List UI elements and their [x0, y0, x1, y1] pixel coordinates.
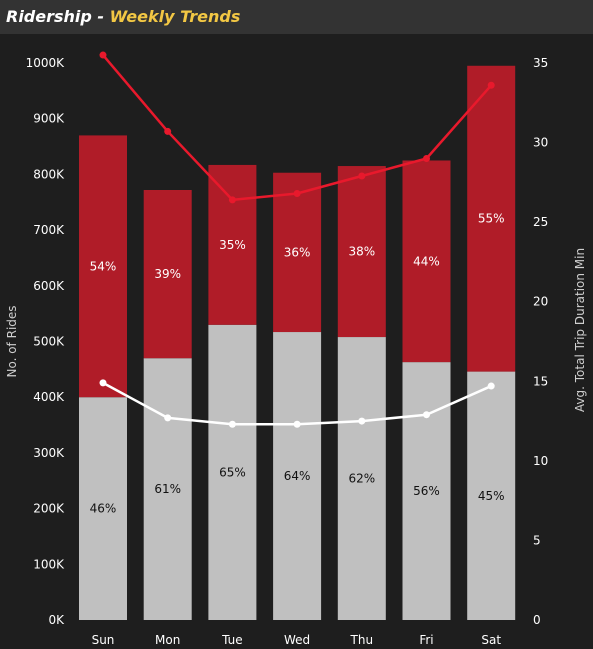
y2-axis-title: Avg. Total Trip Duration Min [573, 248, 587, 412]
y-tick-label: 500K [33, 335, 65, 349]
chart-title-main: Ridership - [6, 7, 110, 26]
line-point-2-tue [228, 420, 236, 428]
bar-thu-segment-1 [337, 337, 386, 620]
line-point-2-fri [423, 411, 430, 419]
y-tick-label: 800K [33, 167, 65, 181]
y-tick-label: 600K [33, 279, 65, 293]
y-tick-label: 1000K [26, 56, 66, 70]
line-point-2-sat [487, 382, 495, 390]
x-tick-label-fri: Fri [419, 633, 433, 647]
y2-tick-label: 20 [533, 295, 548, 309]
bar-sat-segment-2 [467, 65, 516, 372]
line-point-2-mon [164, 414, 172, 422]
bar-wed-segment-1 [273, 332, 322, 620]
line-point-2-sun [99, 379, 107, 387]
y2-tick-label: 10 [533, 454, 548, 468]
x-tick-label-sat: Sat [481, 633, 501, 647]
line-point-1-sun [99, 51, 107, 59]
y2-tick-label: 0 [533, 613, 541, 627]
y-tick-label: 900K [33, 112, 65, 126]
bar-tue-segment-2 [208, 164, 257, 325]
title-bar: Ridership - Weekly Trends [0, 0, 593, 34]
y-tick-label: 0K [48, 613, 65, 627]
y-tick-label: 100K [33, 557, 65, 571]
data-label-thu-segment-1: 62% [348, 472, 375, 486]
chart-title: Ridership - Weekly Trends [6, 7, 240, 26]
bar-mon-segment-2 [143, 189, 192, 359]
y-tick-label: 300K [33, 446, 65, 460]
bar-fri-segment-1 [402, 362, 451, 620]
data-label-fri-segment-1: 56% [413, 484, 440, 498]
data-label-sat-segment-1: 45% [478, 489, 505, 503]
line-point-1-thu [358, 172, 366, 180]
data-label-mon-segment-2: 39% [154, 267, 181, 281]
bar-wed-segment-2 [273, 172, 322, 333]
bar-mon-segment-1 [143, 358, 192, 620]
data-label-sun-segment-1: 46% [90, 502, 117, 516]
x-tick-label-thu: Thu [350, 633, 374, 647]
data-label-sun-segment-2: 54% [90, 259, 117, 273]
bar-sat-segment-1 [467, 371, 516, 620]
y2-tick-label: 25 [533, 215, 548, 229]
bar-sun-segment-1 [79, 397, 127, 620]
x-tick-label-wed: Wed [284, 633, 310, 647]
line-point-1-mon [164, 127, 172, 135]
data-label-tue-segment-1: 65% [219, 465, 246, 479]
data-label-tue-segment-2: 35% [219, 238, 246, 252]
data-label-wed-segment-1: 64% [284, 469, 311, 483]
y2-tick-label: 5 [533, 533, 541, 547]
y2-tick-label: 30 [533, 136, 548, 150]
line-point-1-wed [293, 189, 301, 197]
bar-fri-segment-2 [402, 160, 451, 363]
y-axis-title: No. of Rides [5, 305, 19, 377]
line-point-1-tue [228, 196, 236, 204]
bar-tue-segment-1 [208, 324, 257, 620]
line-point-2-wed [293, 420, 301, 428]
data-label-thu-segment-2: 38% [348, 245, 375, 259]
data-label-wed-segment-2: 36% [284, 245, 311, 259]
x-tick-label-sun: Sun [92, 633, 115, 647]
bar-thu-segment-2 [337, 166, 386, 338]
y-tick-label: 400K [33, 390, 65, 404]
y-tick-label: 200K [33, 502, 65, 516]
line-point-2-thu [358, 417, 366, 425]
line-point-1-sat [487, 81, 495, 89]
bar-sun-segment-2 [79, 135, 127, 398]
y2-tick-label: 15 [533, 374, 548, 388]
y-tick-label: 700K [33, 223, 65, 237]
line-point-1-fri [423, 154, 430, 162]
data-label-sat-segment-2: 55% [478, 212, 505, 226]
chart-title-sub: Weekly Trends [109, 7, 241, 26]
y2-tick-label: 35 [533, 56, 548, 70]
x-tick-label-mon: Mon [155, 633, 180, 647]
data-label-fri-segment-2: 44% [413, 254, 440, 268]
data-label-mon-segment-1: 61% [154, 482, 181, 496]
x-tick-label-tue: Tue [221, 633, 243, 647]
